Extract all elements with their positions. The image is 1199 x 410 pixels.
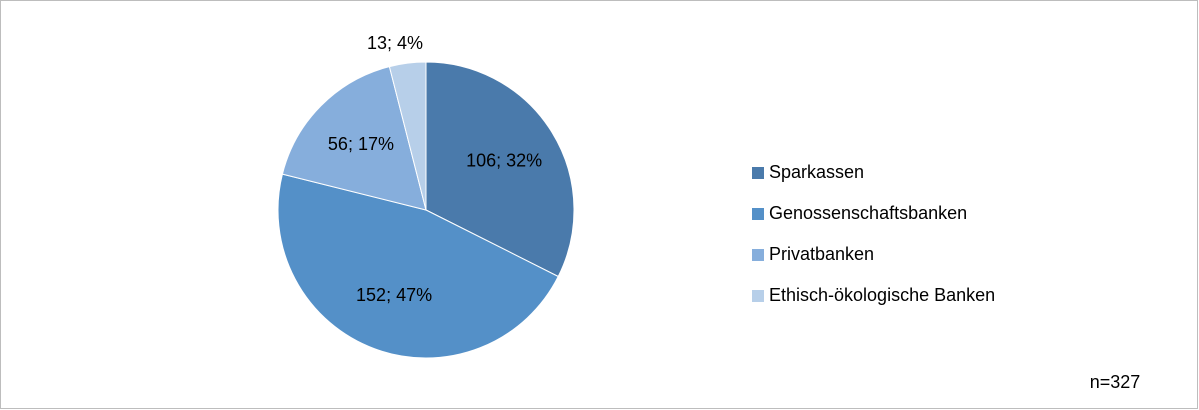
pie-slice xyxy=(277,173,559,359)
legend-swatch xyxy=(752,208,764,220)
legend-label: Sparkassen xyxy=(769,162,864,182)
legend-label: Ethisch-ökologische Banken xyxy=(769,285,995,305)
legend-swatch xyxy=(752,290,764,302)
annotation: n=327 xyxy=(1090,372,1141,392)
pie-slice xyxy=(388,61,427,211)
data-label: 13; 4% xyxy=(367,33,423,53)
data-label: 152; 47% xyxy=(356,285,432,305)
legend-swatch xyxy=(752,167,764,179)
legend-swatch xyxy=(752,249,764,261)
pie-slice xyxy=(281,65,427,211)
legend-label: Privatbanken xyxy=(769,244,874,264)
data-label: 56; 17% xyxy=(328,134,394,154)
data-label: 106; 32% xyxy=(466,151,542,171)
pie-slice xyxy=(425,61,575,278)
legend-label: Genossenschaftsbanken xyxy=(769,203,967,223)
